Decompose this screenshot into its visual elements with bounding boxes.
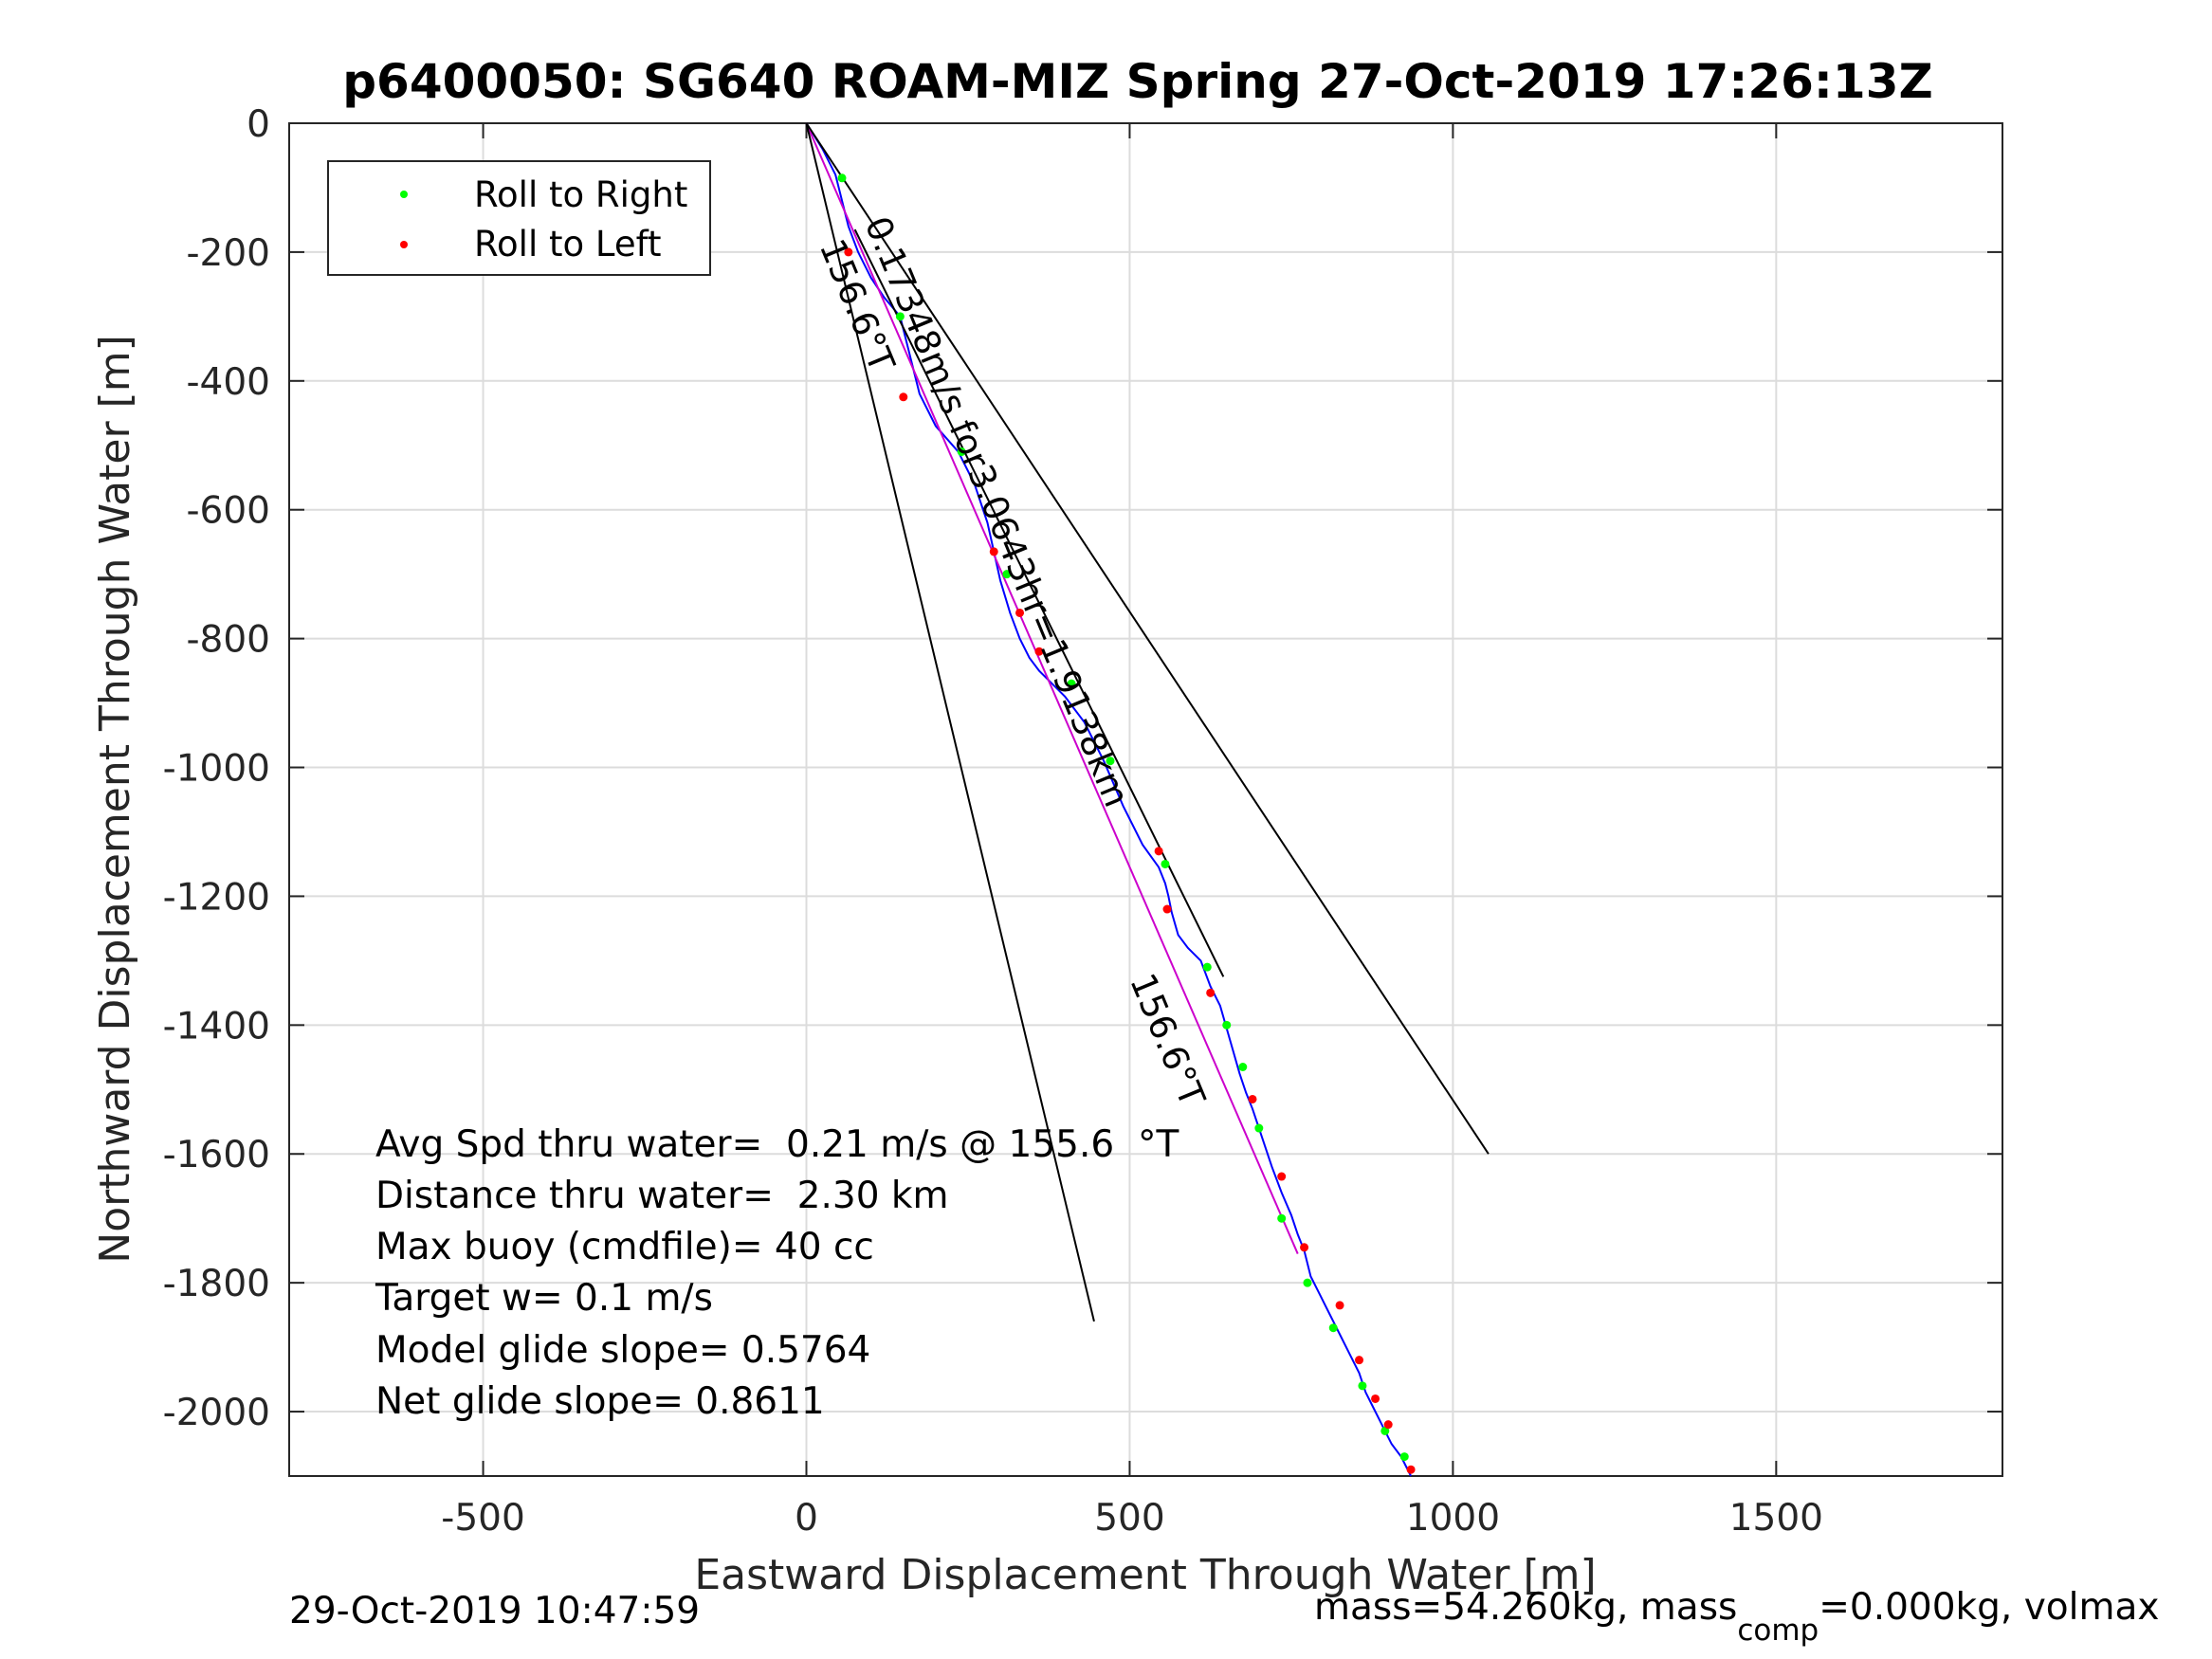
roll-left-point (1300, 1243, 1309, 1252)
legend-label-left: Roll to Left (474, 224, 662, 264)
roll-left-point (1277, 1172, 1287, 1181)
x-axis-label: Eastward Displacement Through Water [m] (694, 1551, 1596, 1599)
stat-target-w: Target w= 0.1 m/s (375, 1277, 713, 1320)
y-tick-label: -1000 (163, 748, 270, 791)
stat-avg-speed: Avg Spd thru water= 0.21 m/s @ 155.6 °T (375, 1123, 1179, 1166)
y-tick-label: -2000 (163, 1392, 270, 1434)
footer-mass-post: =0.000kg, volmax (1819, 1586, 2159, 1629)
stat-max-buoy: Max buoy (cmdfile)= 40 cc (375, 1226, 874, 1268)
roll-right-point (957, 447, 966, 457)
series-line-3 (805, 122, 1490, 1155)
roll-left-point (1206, 988, 1216, 997)
roll-right-point (895, 312, 905, 321)
roll-right-point (1067, 679, 1076, 688)
x-tick-label: 1000 (1406, 1497, 1500, 1540)
roll-right-point (1380, 1426, 1390, 1435)
y-axis-label: Northward Displacement Through Water [m] (91, 335, 139, 1263)
legend-box (327, 160, 711, 276)
roll-right-point (1328, 1323, 1338, 1333)
stat-distance: Distance thru water= 2.30 km (375, 1175, 948, 1217)
roll-left-point (1355, 1356, 1364, 1365)
legend-marker-right (400, 191, 408, 198)
roll-left-point (844, 247, 853, 257)
y-tick-label: 0 (247, 103, 270, 146)
footer-mass: mass=54.260kg, masscomp=0.000kg, volmax (1314, 1586, 2159, 1648)
y-tick-label: -1600 (163, 1134, 270, 1176)
roll-right-point (1238, 1063, 1248, 1072)
roll-right-point (1222, 1020, 1232, 1030)
series-line-2 (805, 122, 1095, 1322)
x-tick-label: 0 (795, 1497, 818, 1540)
legend: Roll to Right Roll to Left (327, 160, 711, 276)
roll-left-point (899, 392, 908, 402)
roll-left-point (989, 547, 998, 556)
roll-left-point (1371, 1394, 1380, 1403)
roll-right-point (1002, 570, 1012, 579)
roll-right-point (1106, 757, 1115, 766)
y-tick-label: -1400 (163, 1005, 270, 1048)
series-line-0 (805, 122, 1412, 1477)
roll-right-point (1161, 859, 1170, 868)
roll-right-point (1202, 962, 1212, 972)
footer-timestamp: 29-Oct-2019 10:47:59 (289, 1590, 700, 1632)
x-tick-label: -500 (441, 1497, 525, 1540)
series-lines (805, 122, 1490, 1477)
y-tick-label: -400 (186, 361, 270, 404)
roll-left-point (1034, 647, 1044, 656)
roll-points (837, 173, 1416, 1474)
y-tick-label: -200 (186, 232, 270, 275)
y-tick-label: -1200 (163, 876, 270, 919)
y-tick-label: -800 (186, 619, 270, 662)
roll-right-point (1303, 1278, 1312, 1287)
annotation-2: 156.6°T (1122, 968, 1213, 1113)
axis-ticks: -500 0 500 1000 1500 0 -200 -400 -600 -800 -1000 -1… (163, 103, 2002, 1540)
roll-right-point (1277, 1213, 1287, 1223)
roll-left-point (1406, 1465, 1416, 1474)
roll-left-point (1335, 1301, 1344, 1310)
y-tick-label: -1800 (163, 1263, 270, 1305)
roll-left-point (1154, 847, 1163, 856)
roll-left-point (1015, 608, 1025, 617)
roll-right-point (1254, 1123, 1264, 1133)
roll-left-point (1248, 1094, 1257, 1103)
roll-right-point (837, 173, 847, 183)
roll-right-point (1358, 1381, 1367, 1391)
footer-mass-pre: mass=54.260kg, mass (1314, 1586, 1737, 1629)
legend-marker-left (400, 241, 408, 248)
x-tick-label: 1500 (1729, 1497, 1823, 1540)
chart-title: p6400050: SG640 ROAM-MIZ Spring 27-Oct-2… (342, 54, 1933, 109)
plot-frame (288, 122, 2003, 1477)
y-tick-label: -600 (186, 490, 270, 533)
footer-mass-sub: comp (1737, 1613, 1819, 1648)
stats-block: Avg Spd thru water= 0.21 m/s @ 155.6 °T … (375, 1123, 1179, 1423)
roll-right-point (1399, 1452, 1409, 1462)
grid (289, 122, 2002, 1476)
legend-label-right: Roll to Right (474, 174, 687, 215)
series-line-1 (805, 122, 1299, 1254)
roll-left-point (1383, 1420, 1393, 1430)
stat-model-glide: Model glide slope= 0.5764 (375, 1329, 870, 1372)
roll-left-point (1162, 904, 1172, 914)
x-tick-label: 500 (1094, 1497, 1164, 1540)
stat-net-glide: Net glide slope= 0.8611 (375, 1380, 825, 1423)
